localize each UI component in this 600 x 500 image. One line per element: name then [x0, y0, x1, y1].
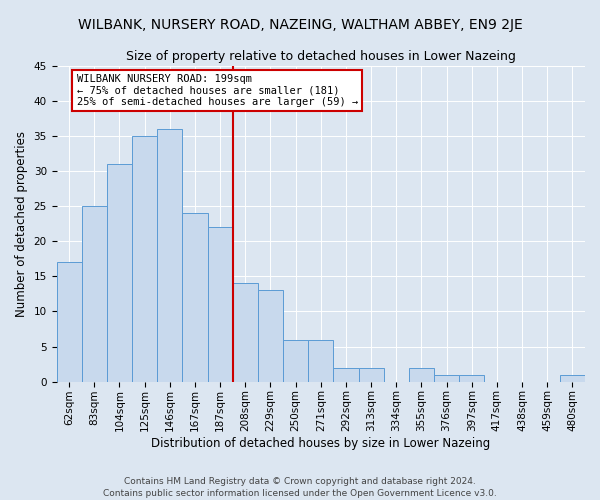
- Bar: [359, 368, 383, 382]
- Bar: [459, 374, 484, 382]
- Bar: [233, 284, 258, 382]
- Bar: [308, 340, 334, 382]
- Bar: [283, 340, 308, 382]
- Bar: [258, 290, 283, 382]
- Bar: [434, 374, 459, 382]
- Bar: [82, 206, 107, 382]
- Bar: [56, 262, 82, 382]
- Bar: [182, 213, 208, 382]
- Bar: [107, 164, 132, 382]
- Bar: [208, 227, 233, 382]
- Bar: [157, 129, 182, 382]
- Bar: [409, 368, 434, 382]
- Bar: [560, 374, 585, 382]
- Y-axis label: Number of detached properties: Number of detached properties: [15, 130, 28, 316]
- Text: Contains HM Land Registry data © Crown copyright and database right 2024.
Contai: Contains HM Land Registry data © Crown c…: [103, 476, 497, 498]
- Text: WILBANK, NURSERY ROAD, NAZEING, WALTHAM ABBEY, EN9 2JE: WILBANK, NURSERY ROAD, NAZEING, WALTHAM …: [77, 18, 523, 32]
- Text: WILBANK NURSERY ROAD: 199sqm
← 75% of detached houses are smaller (181)
25% of s: WILBANK NURSERY ROAD: 199sqm ← 75% of de…: [77, 74, 358, 107]
- Bar: [132, 136, 157, 382]
- X-axis label: Distribution of detached houses by size in Lower Nazeing: Distribution of detached houses by size …: [151, 437, 490, 450]
- Title: Size of property relative to detached houses in Lower Nazeing: Size of property relative to detached ho…: [126, 50, 516, 63]
- Bar: [334, 368, 359, 382]
